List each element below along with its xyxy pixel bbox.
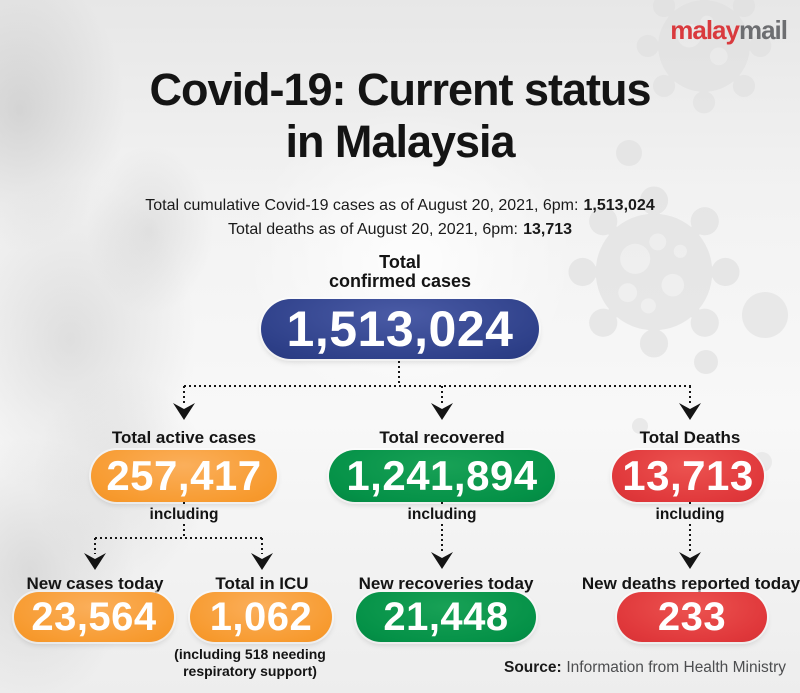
connector-line [689, 524, 691, 553]
including-label-active: including [149, 506, 219, 523]
active-cases-pill: 257,417 [91, 450, 277, 502]
page-title: Covid-19: Current status in Malaysia [0, 64, 800, 168]
new-cases-value: 23,564 [31, 594, 157, 639]
connector-line [689, 502, 691, 507]
new-recoveries-label: New recoveries today [358, 574, 534, 593]
source-label: Source: [503, 659, 562, 676]
subtitle-line-1-label: Total cumulative Covid-19 cases as of Au… [145, 197, 579, 214]
new-recoveries-value: 21,448 [383, 594, 509, 639]
connector-line [398, 361, 400, 386]
arrow-down-icon [173, 403, 195, 420]
arrow-down-icon [84, 553, 106, 570]
subtitle-line-2-value: 13,713 [523, 221, 573, 238]
connector-line [689, 386, 691, 404]
new-cases-pill: 23,564 [14, 592, 174, 642]
connector-line [441, 502, 443, 507]
arrow-down-icon [679, 403, 701, 420]
icu-note-line1: (including 518 needing [174, 646, 326, 662]
confirmed-cases-label: Total confirmed cases [329, 253, 471, 291]
deaths-value: 13,713 [622, 452, 754, 499]
connector-line [94, 538, 96, 554]
icu-label: Total in ICU [215, 574, 309, 593]
source-line: Source: Information from Health Ministry [504, 659, 786, 677]
new-deaths-value: 233 [657, 594, 727, 639]
new-deaths-pill: 233 [617, 592, 767, 642]
brand-logo-mail: mail [738, 15, 788, 45]
icu-note: (including 518 needing respiratory suppo… [174, 646, 326, 680]
brand-logo-malay: malay [670, 15, 740, 45]
arrow-down-icon [251, 553, 273, 570]
subtitle-line-1-value: 1,513,024 [583, 197, 655, 214]
decor-dot [616, 140, 642, 166]
icu-value: 1,062 [209, 594, 313, 639]
background-photo-texture [0, 0, 250, 693]
page-title-line1: Covid-19: Current status [149, 64, 651, 115]
confirmed-cases-value: 1,513,024 [286, 301, 514, 357]
brand-logo: malaymail [670, 15, 788, 46]
arrow-down-icon [431, 552, 453, 569]
confirmed-cases-pill: 1,513,024 [261, 299, 539, 359]
decor-dot [742, 292, 788, 338]
icu-pill: 1,062 [190, 592, 332, 642]
including-label-deaths: including [655, 506, 725, 523]
connector-line [183, 524, 185, 538]
connector-line [441, 386, 443, 404]
connector-line [261, 538, 263, 554]
connector-line [183, 386, 185, 404]
deaths-label: Total Deaths [639, 428, 741, 447]
new-cases-label: New cases today [26, 574, 164, 593]
new-deaths-label: New deaths reported today [581, 574, 800, 593]
recovered-value: 1,241,894 [346, 452, 538, 499]
arrow-down-icon [679, 552, 701, 569]
confirmed-cases-label-line1: Total [379, 252, 421, 272]
icu-note-line2: respiratory support) [183, 663, 317, 679]
page-title-line2: in Malaysia [285, 116, 515, 167]
subtitle-line-2: Total deaths as of August 20, 2021, 6pm:… [0, 221, 800, 239]
deaths-pill: 13,713 [612, 450, 764, 502]
including-label-recovered: including [407, 506, 477, 523]
arrow-down-icon [431, 403, 453, 420]
confirmed-cases-label-line2: confirmed cases [328, 271, 472, 291]
background-glow [245, 105, 575, 415]
decor-dot [694, 350, 718, 374]
active-cases-label: Total active cases [111, 428, 257, 447]
recovered-pill: 1,241,894 [329, 450, 555, 502]
recovered-label: Total recovered [379, 428, 505, 447]
virus-icon [636, 0, 772, 114]
connector-line [184, 385, 691, 387]
new-recoveries-pill: 21,448 [356, 592, 536, 642]
subtitle-line-2-label: Total deaths as of August 20, 2021, 6pm: [227, 221, 518, 238]
connector-line [95, 537, 263, 539]
connector-line [183, 502, 185, 507]
virus-icon [568, 186, 740, 358]
subtitle-line-1: Total cumulative Covid-19 cases as of Au… [0, 197, 800, 215]
active-cases-value: 257,417 [106, 452, 262, 499]
connector-line [441, 524, 443, 553]
decor-dot [632, 418, 648, 434]
source-text: Information from Health Ministry [566, 659, 786, 676]
